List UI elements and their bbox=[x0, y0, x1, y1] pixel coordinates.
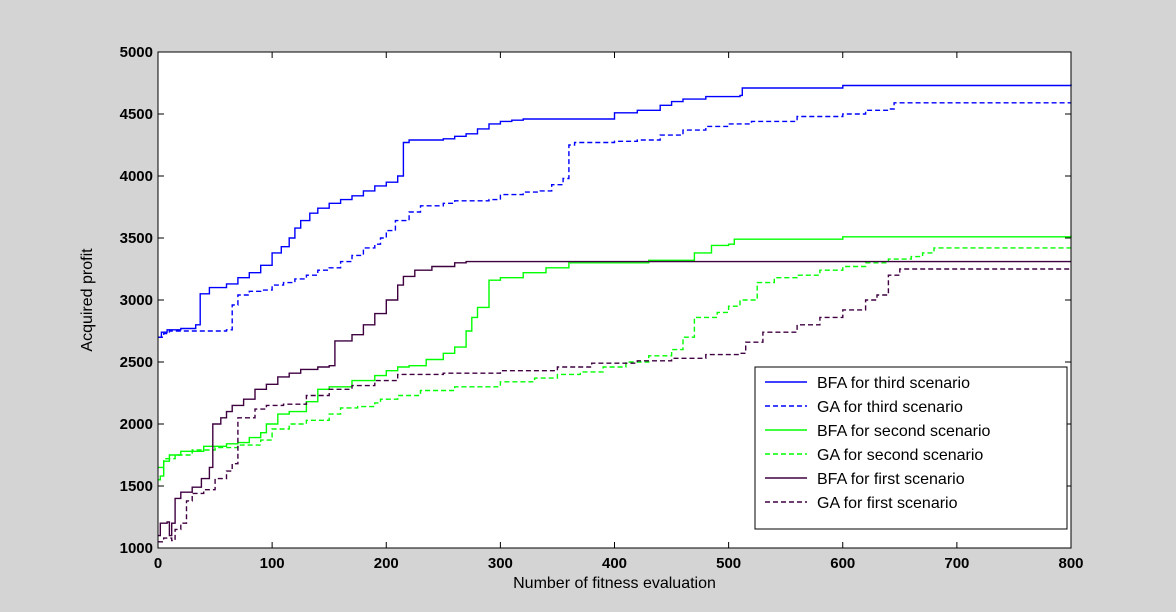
series-line-3 bbox=[158, 247, 1071, 469]
x-tick-label: 800 bbox=[1058, 555, 1083, 572]
y-tick-label: 4000 bbox=[120, 168, 153, 185]
y-tick-label: 4500 bbox=[120, 106, 153, 123]
legend-label-3: GA for second scenario bbox=[817, 447, 983, 464]
x-tick-label: 0 bbox=[154, 555, 162, 572]
x-tick-label: 200 bbox=[374, 555, 399, 572]
series-line-1 bbox=[158, 102, 1071, 338]
series-layer bbox=[158, 84, 1072, 543]
x-axis-label: Number of fitness evaluation bbox=[513, 575, 716, 592]
y-tick-label: 2500 bbox=[120, 354, 153, 371]
ticks-layer: 0 100 200 300 400 500 600 700 800 1000 1500 2000 250… bbox=[120, 44, 1084, 572]
series-line-0 bbox=[158, 84, 1072, 338]
x-tick-label: 500 bbox=[716, 555, 741, 572]
x-tick-label: 600 bbox=[830, 555, 855, 572]
legend-label-5: GA for first scenario bbox=[817, 495, 958, 512]
legend-label-2: BFA for second scenario bbox=[817, 423, 991, 440]
legend-label-0: BFA for third scenario bbox=[817, 375, 970, 392]
y-axis-label: Acquired profit bbox=[79, 248, 96, 352]
x-tick-label: 400 bbox=[602, 555, 627, 572]
x-tick-label: 700 bbox=[944, 555, 969, 572]
y-tick-label: 3000 bbox=[120, 292, 153, 309]
y-tick-label: 1500 bbox=[120, 478, 153, 495]
y-tick-label: 2000 bbox=[120, 416, 153, 433]
y-tick-label: 5000 bbox=[120, 44, 153, 61]
series-line-4 bbox=[158, 260, 1071, 537]
legend: BFA for third scenario GA for third scena… bbox=[754, 366, 1068, 530]
x-tick-label: 100 bbox=[260, 555, 285, 572]
x-tick-label: 300 bbox=[488, 555, 513, 572]
y-tick-label: 3500 bbox=[120, 230, 153, 247]
legend-label-1: GA for third scenario bbox=[817, 399, 963, 416]
y-tick-label: 1000 bbox=[120, 540, 153, 557]
series-line-5 bbox=[158, 267, 1072, 543]
legend-label-4: BFA for first scenario bbox=[817, 471, 965, 488]
